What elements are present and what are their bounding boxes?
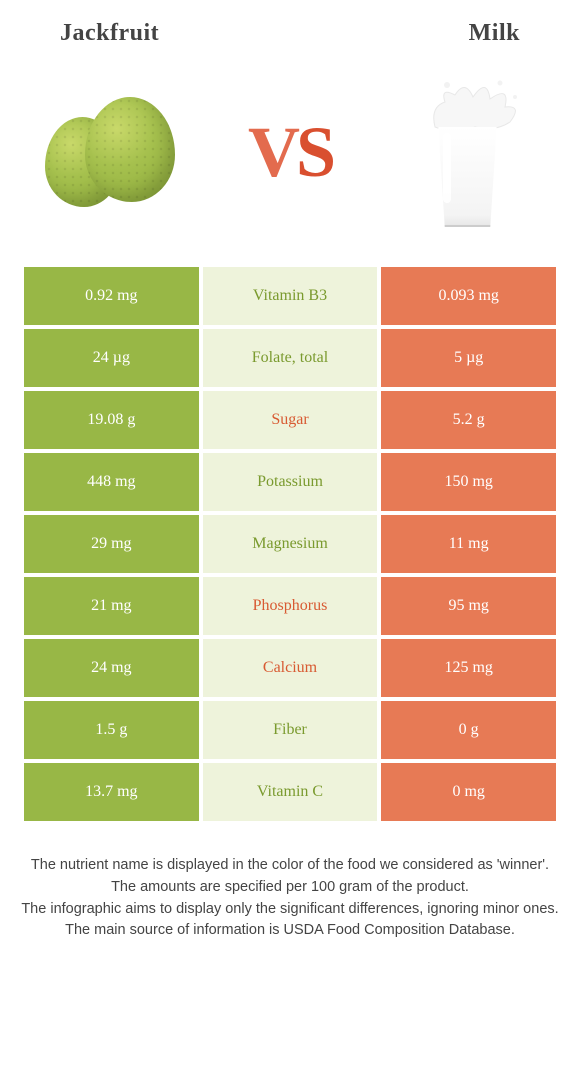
right-value-cell: 5.2 g bbox=[381, 391, 556, 449]
left-value-cell: 19.08 g bbox=[24, 391, 199, 449]
table-row: 21 mgPhosphorus95 mg bbox=[24, 577, 556, 635]
header: Jackfruit Milk bbox=[0, 0, 580, 47]
right-value-cell: 0 mg bbox=[381, 763, 556, 821]
vs-letter-s: S bbox=[296, 112, 332, 192]
left-value-cell: 24 µg bbox=[24, 329, 199, 387]
table-row: 29 mgMagnesium11 mg bbox=[24, 515, 556, 573]
right-food-title: Milk bbox=[469, 20, 520, 47]
table-row: 24 mgCalcium125 mg bbox=[24, 639, 556, 697]
left-value-cell: 29 mg bbox=[24, 515, 199, 573]
right-value-cell: 11 mg bbox=[381, 515, 556, 573]
nutrient-name-cell: Vitamin C bbox=[203, 763, 378, 821]
nutrient-name-cell: Sugar bbox=[203, 391, 378, 449]
nutrient-name-cell: Calcium bbox=[203, 639, 378, 697]
nutrient-name-cell: Vitamin B3 bbox=[203, 267, 378, 325]
left-food-title: Jackfruit bbox=[60, 20, 159, 47]
jackfruit-image bbox=[40, 77, 190, 227]
right-value-cell: 150 mg bbox=[381, 453, 556, 511]
left-value-cell: 0.92 mg bbox=[24, 267, 199, 325]
vs-letter-v: V bbox=[248, 112, 296, 192]
table-row: 448 mgPotassium150 mg bbox=[24, 453, 556, 511]
nutrient-name-cell: Magnesium bbox=[203, 515, 378, 573]
left-value-cell: 1.5 g bbox=[24, 701, 199, 759]
milk-image bbox=[390, 77, 540, 227]
nutrient-table: 0.92 mgVitamin B30.093 mg24 µgFolate, to… bbox=[24, 267, 556, 821]
right-value-cell: 0.093 mg bbox=[381, 267, 556, 325]
left-value-cell: 448 mg bbox=[24, 453, 199, 511]
vs-label: VS bbox=[248, 111, 332, 194]
nutrient-name-cell: Potassium bbox=[203, 453, 378, 511]
footer-note-line: The main source of information is USDA F… bbox=[20, 920, 560, 942]
left-value-cell: 24 mg bbox=[24, 639, 199, 697]
right-value-cell: 5 µg bbox=[381, 329, 556, 387]
right-value-cell: 125 mg bbox=[381, 639, 556, 697]
table-row: 13.7 mgVitamin C0 mg bbox=[24, 763, 556, 821]
table-row: 19.08 gSugar5.2 g bbox=[24, 391, 556, 449]
table-row: 1.5 gFiber0 g bbox=[24, 701, 556, 759]
nutrient-name-cell: Fiber bbox=[203, 701, 378, 759]
nutrient-name-cell: Folate, total bbox=[203, 329, 378, 387]
hero-row: VS bbox=[0, 47, 580, 267]
footer-note-line: The nutrient name is displayed in the co… bbox=[20, 855, 560, 877]
right-value-cell: 0 g bbox=[381, 701, 556, 759]
left-value-cell: 21 mg bbox=[24, 577, 199, 635]
footer-notes: The nutrient name is displayed in the co… bbox=[0, 825, 580, 942]
right-value-cell: 95 mg bbox=[381, 577, 556, 635]
nutrient-name-cell: Phosphorus bbox=[203, 577, 378, 635]
table-row: 24 µgFolate, total5 µg bbox=[24, 329, 556, 387]
footer-note-line: The amounts are specified per 100 gram o… bbox=[20, 877, 560, 899]
table-row: 0.92 mgVitamin B30.093 mg bbox=[24, 267, 556, 325]
footer-note-line: The infographic aims to display only the… bbox=[20, 899, 560, 921]
left-value-cell: 13.7 mg bbox=[24, 763, 199, 821]
